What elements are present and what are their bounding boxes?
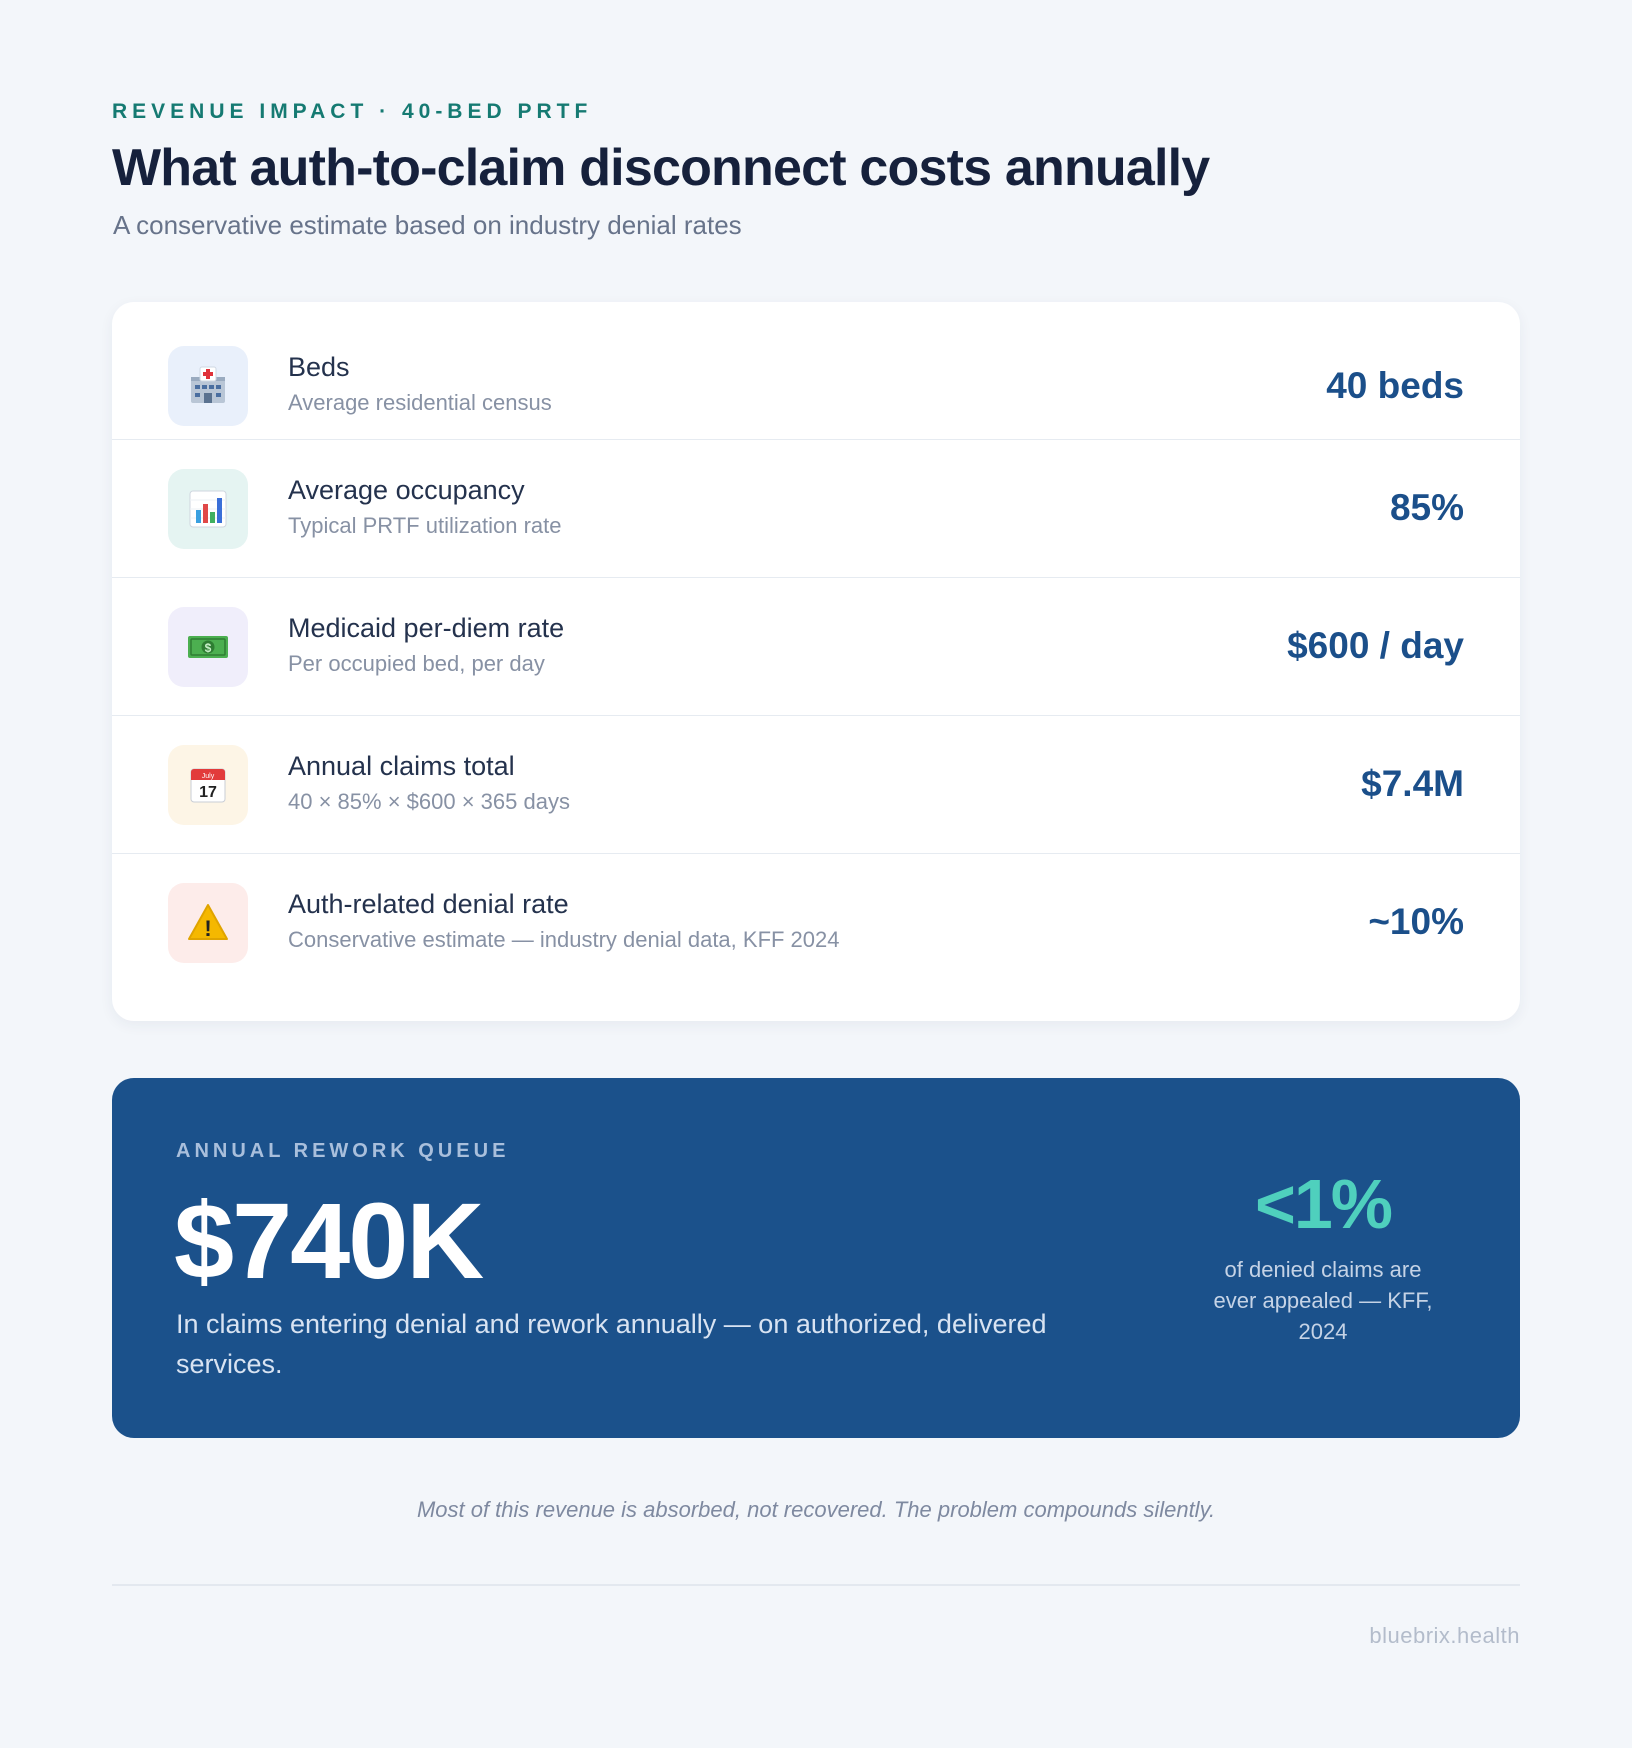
- eyebrow-label: REVENUE IMPACT · 40-BED PRTF: [112, 100, 593, 123]
- row-value: ~10%: [1368, 901, 1464, 942]
- row-occupancy: Average occupancy Typical PRTF utilizati…: [112, 440, 1520, 578]
- row-denial-rate: ! Auth-related denial rate Conservative …: [112, 854, 1520, 1021]
- appeal-stat: <1% of denied claims are ever appealed —…: [1204, 1164, 1442, 1347]
- row-value: $7.4M: [1361, 763, 1464, 804]
- warning-icon: !: [168, 883, 248, 963]
- banner-eyebrow: ANNUAL REWORK QUEUE: [176, 1140, 510, 1162]
- row-annual-claims: July 17 Annual claims total 40 × 85% × $…: [112, 716, 1520, 854]
- money-icon: $: [168, 607, 248, 687]
- stat-value: <1%: [1254, 1165, 1393, 1243]
- page-subtitle: A conservative estimate based on industr…: [113, 210, 742, 240]
- row-subtitle: 40 × 85% × $600 × 365 days: [288, 789, 570, 814]
- row-subtitle: Average residential census: [288, 390, 552, 415]
- row-value: 85%: [1389, 487, 1464, 528]
- hospital-icon: [168, 346, 248, 426]
- footnote: Most of this revenue is absorbed, not re…: [416, 1497, 1216, 1522]
- banner-description: In claims entering denial and rework ann…: [176, 1309, 1047, 1379]
- brand-link[interactable]: bluebrix.health: [1369, 1623, 1520, 1648]
- row-title: Medicaid per-diem rate: [288, 613, 565, 643]
- row-value: $600 / day: [1287, 625, 1464, 666]
- row-per-diem: $ Medicaid per-diem rate Per occupied be…: [112, 578, 1520, 716]
- bar-chart-icon: [168, 469, 248, 549]
- rework-queue-banner: ANNUAL REWORK QUEUE $740K In claims ente…: [112, 1078, 1520, 1438]
- warning-symbol: !: [204, 916, 211, 941]
- row-value: 40 beds: [1326, 365, 1464, 406]
- calendar-month: July: [202, 773, 215, 780]
- row-beds: Beds Average residential census 40 beds: [112, 302, 1520, 440]
- row-subtitle: Conservative estimate — industry denial …: [288, 927, 840, 952]
- page-title: What auth-to-claim disconnect costs annu…: [112, 139, 1210, 197]
- row-title: Average occupancy: [288, 475, 525, 505]
- stat-description: of denied claims are ever appealed — KFF…: [1213, 1257, 1433, 1344]
- row-title: Annual claims total: [288, 751, 515, 781]
- row-subtitle: Per occupied bed, per day: [288, 651, 545, 676]
- row-title: Auth-related denial rate: [288, 889, 569, 919]
- row-title: Beds: [288, 352, 350, 382]
- calendar-icon: July 17: [168, 745, 248, 825]
- row-subtitle: Typical PRTF utilization rate: [288, 513, 562, 538]
- money-symbol: $: [205, 641, 212, 655]
- divider: [112, 1584, 1520, 1586]
- assumptions-card: Beds Average residential census 40 beds …: [112, 302, 1520, 1021]
- banner-amount: $740K: [174, 1180, 484, 1301]
- calendar-day: 17: [199, 784, 217, 801]
